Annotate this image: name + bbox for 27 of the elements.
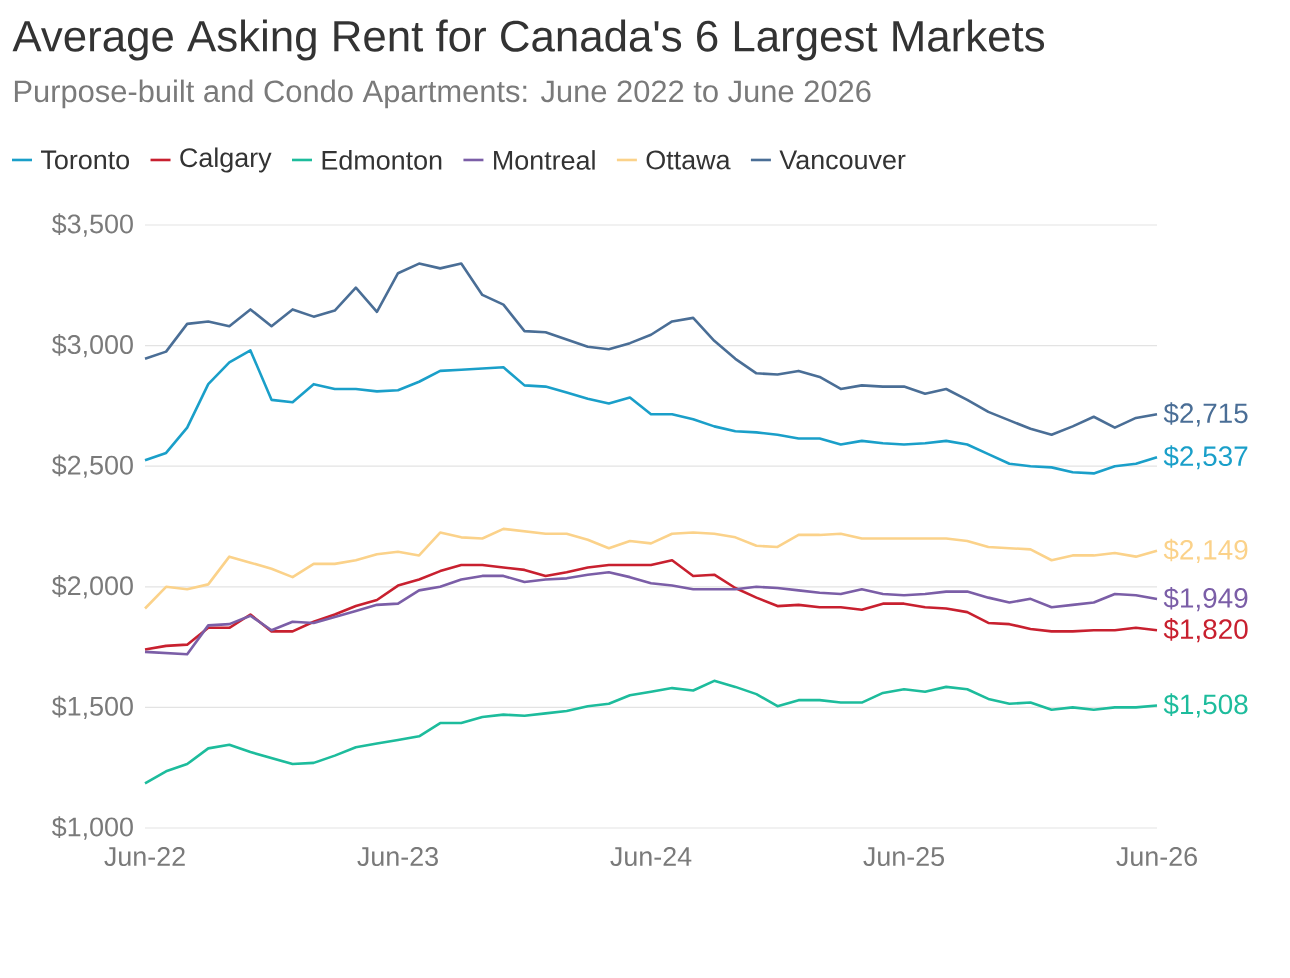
x-tick-label: Jun-25 — [863, 847, 944, 867]
line-series — [143, 262, 1159, 437]
data-label: $2,149 — [1163, 538, 1248, 563]
data-label: $1,820 — [1163, 618, 1248, 643]
legend-label: Edmonton — [322, 150, 442, 170]
x-tick-label: Jun-24 — [610, 847, 692, 867]
data-label: $1,949 — [1163, 586, 1248, 612]
x-tick-label: Jun-26 — [1116, 847, 1197, 867]
y-tick-label: $3,500 — [51, 213, 133, 237]
legend-label: Ottawa — [646, 150, 731, 170]
chart-title: Average Asking Rent for Canada's 6 Largest Markets — [12, 19, 1045, 61]
chart-subtitle: Purpose-built and Condo Apartments: June 2022 to June 2026 — [14, 79, 871, 109]
y-tick-label: $2,000 — [51, 575, 133, 599]
data-label: $1,508 — [1163, 693, 1248, 718]
y-tick-label: $2,500 — [51, 454, 133, 478]
y-tick-label: $1,500 — [51, 695, 133, 720]
legend-label: Montreal — [494, 150, 595, 170]
y-tick-label: $1,000 — [51, 816, 133, 840]
legend-label: Toronto — [41, 150, 130, 170]
y-tick-label: $3,000 — [51, 333, 133, 358]
data-label: $2,537 — [1163, 445, 1248, 470]
legend-label: Calgary — [180, 147, 272, 173]
legend-label: Vancouver — [779, 150, 906, 170]
line-series — [143, 349, 1159, 475]
x-tick-label: Jun-23 — [357, 847, 438, 867]
x-tick-label: Jun-22 — [104, 847, 185, 867]
data-label: $2,715 — [1163, 402, 1248, 427]
